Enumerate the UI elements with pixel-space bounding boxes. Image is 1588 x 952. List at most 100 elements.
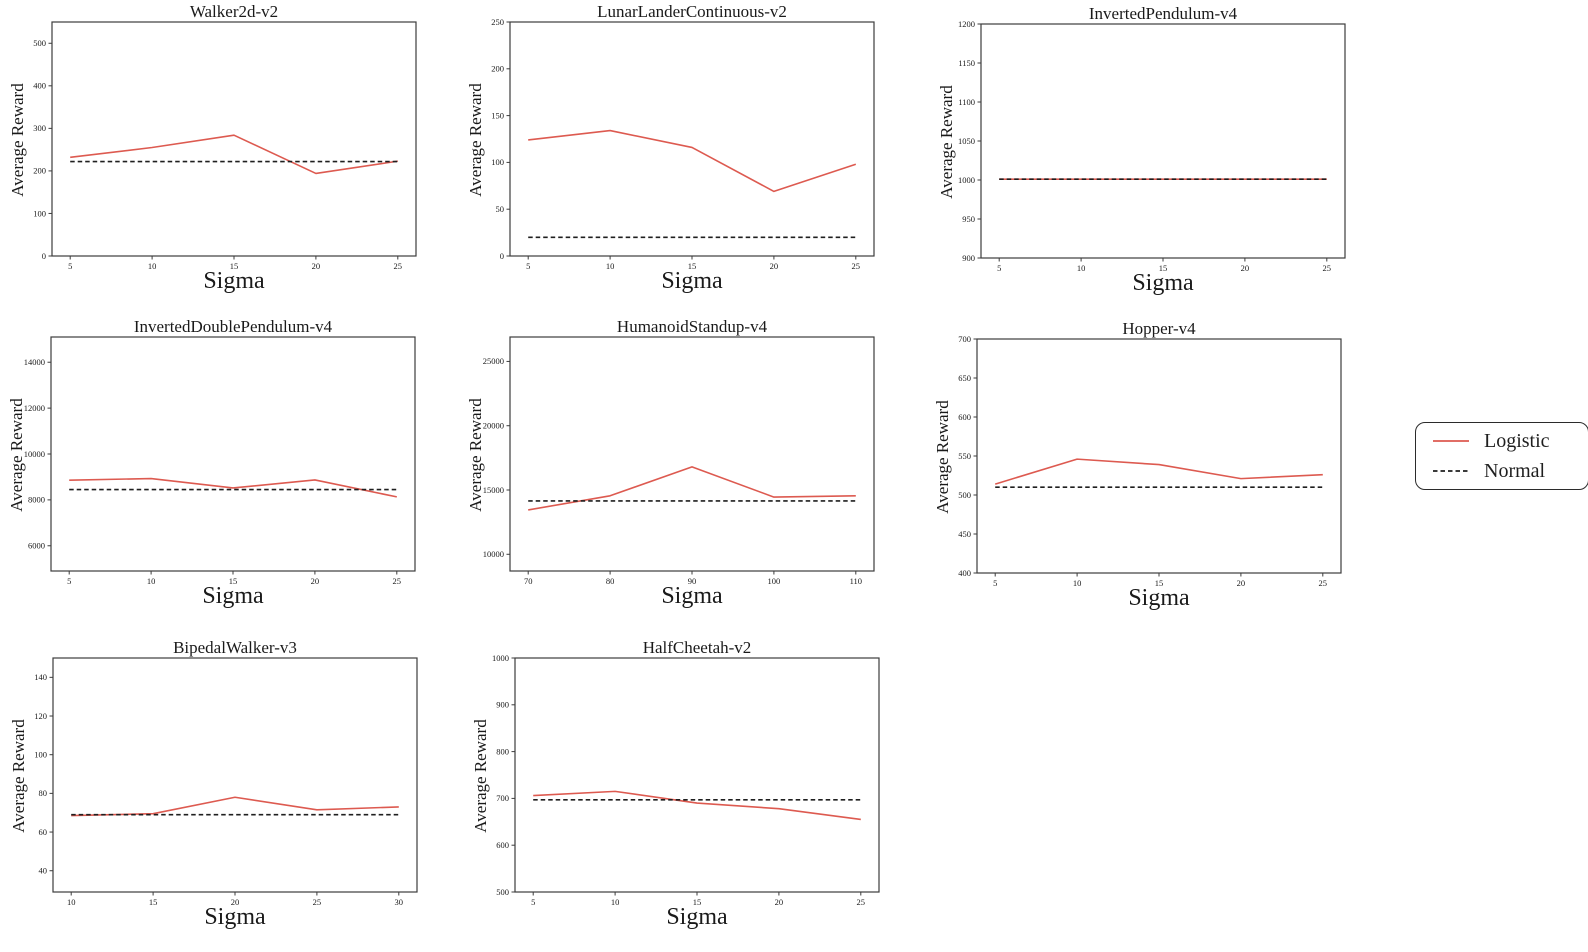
y-tick-label: 800: [496, 746, 509, 756]
chart-halfcheetah-v2: HalfCheetah-v2 Average Reward 5 10 15 20 25 5…: [467, 636, 927, 948]
y-tick-label: 120: [34, 711, 47, 721]
x-tick-label: 25: [857, 897, 866, 907]
plot-area: 5 10 15 20 25 400 450 500 550 600 650 700: [958, 334, 1342, 588]
x-axis-label: Sigma: [1132, 270, 1194, 296]
x-tick-label: 10: [1077, 263, 1086, 273]
chart-walker2d-v2: Walker2d-v2 Average Reward 5 10 15 20 25 0 100…: [4, 0, 464, 312]
normal-line-swatch: [1433, 470, 1469, 472]
logistic-line: [70, 134, 398, 175]
x-tick-label: 10: [67, 897, 76, 907]
y-tick-label: 450: [958, 529, 971, 539]
y-tick-label: 600: [958, 412, 971, 422]
x-tick-label: 10: [611, 897, 620, 907]
legend-item-logistic: Logistic: [1432, 430, 1588, 453]
y-tick-label: 650: [958, 373, 971, 383]
plot-area: 5 10 15 20 25 0 100 200 300 400 500: [33, 21, 417, 271]
axes-frame: [509, 336, 875, 572]
y-tick-label: 12000: [24, 403, 45, 413]
x-axis-label: Sigma: [661, 583, 723, 609]
x-axis-label: Sigma: [661, 268, 723, 294]
legend: Logistic Normal: [1415, 422, 1588, 490]
y-tick-label: 1150: [958, 58, 975, 68]
y-tick-label: 100: [34, 749, 47, 759]
x-tick-label: 15: [230, 261, 239, 271]
logistic-line: [528, 466, 856, 511]
chart-title: HumanoidStandup-v4: [616, 317, 768, 336]
legend-label: Normal: [1484, 459, 1546, 482]
y-tick-label: 40: [39, 866, 48, 876]
y-tick-label: 25000: [483, 356, 504, 366]
y-tick-label: 1100: [958, 97, 975, 107]
y-tick-label: 550: [958, 451, 971, 461]
y-tick-label: 10000: [24, 449, 45, 459]
x-tick-label: 20: [312, 261, 321, 271]
axes-frame: [976, 338, 1342, 574]
x-tick-label: 10: [1073, 578, 1082, 588]
x-tick-label: 100: [768, 576, 781, 586]
y-tick-label: 100: [491, 157, 504, 167]
x-tick-label: 20: [311, 576, 320, 586]
plot-area: 70 80 90 100 110 10000 15000 20000 25000: [483, 336, 875, 586]
axes-frame: [514, 657, 880, 893]
y-tick-label: 900: [496, 700, 509, 710]
y-tick-label: 6000: [28, 541, 45, 551]
axes-frame: [50, 336, 416, 572]
chart-title: LunarLanderContinuous-v2: [597, 2, 787, 21]
axes-frame: [980, 23, 1346, 259]
chart-humanoidstandup-v4: HumanoidStandup-v4 Average Reward 70 80 90…: [462, 315, 922, 627]
x-tick-label: 25: [393, 576, 402, 586]
x-tick-label: 15: [1159, 263, 1168, 273]
y-tick-label: 400: [958, 568, 971, 578]
x-tick-label: 15: [229, 576, 238, 586]
chart-title: HalfCheetah-v2: [642, 638, 752, 657]
y-tick-label: 400: [33, 81, 46, 91]
x-tick-label: 20: [231, 897, 240, 907]
x-tick-label: 5: [997, 263, 1001, 273]
x-tick-label: 25: [313, 897, 322, 907]
x-tick-label: 25: [1323, 263, 1332, 273]
x-axis-label: Sigma: [202, 583, 264, 609]
logistic-line: [528, 129, 857, 193]
x-tick-label: 110: [850, 576, 862, 586]
x-tick-label: 25: [1319, 578, 1328, 588]
x-tick-label: 25: [394, 261, 403, 271]
y-tick-label: 700: [496, 793, 509, 803]
x-tick-label: 15: [693, 897, 702, 907]
y-tick-label: 100: [33, 208, 46, 218]
x-tick-label: 90: [688, 576, 697, 586]
y-tick-label: 10000: [483, 549, 504, 559]
y-tick-label: 1200: [958, 19, 975, 29]
plot-area: 10 15 20 25 30 40 60 80 100 120 140: [34, 657, 418, 907]
y-tick-label: 150: [491, 110, 504, 120]
y-tick-label: 500: [496, 887, 509, 897]
x-axis-label: Sigma: [203, 268, 265, 294]
x-tick-label: 10: [148, 261, 157, 271]
y-tick-label: 80: [39, 788, 48, 798]
x-tick-label: 10: [606, 261, 615, 271]
y-tick-label: 8000: [28, 495, 45, 505]
logistic-line: [69, 477, 397, 498]
plot-area: 5 10 15 20 25 900 950 1000 1050 1100 1150 1200: [958, 19, 1346, 273]
x-tick-label: 15: [149, 897, 158, 907]
chart-title: Walker2d-v2: [189, 2, 279, 21]
chart-bipedalwalker-v3: BipedalWalker-v3 Average Reward 10 15 20 25…: [5, 636, 465, 948]
x-tick-label: 10: [147, 576, 156, 586]
y-tick-label: 15000: [483, 485, 504, 495]
x-tick-label: 15: [688, 261, 697, 271]
logistic-line: [71, 796, 399, 817]
chart-invertedpendulum-v4: InvertedPendulum-v4 Average Reward 5 10 15…: [933, 2, 1393, 314]
x-tick-label: 30: [395, 897, 404, 907]
y-tick-label: 50: [496, 204, 505, 214]
y-tick-label: 950: [962, 214, 975, 224]
y-tick-label: 1050: [958, 136, 975, 146]
x-tick-label: 5: [526, 261, 530, 271]
x-tick-label: 70: [524, 576, 533, 586]
logistic-line: [994, 458, 1323, 485]
x-tick-label: 20: [775, 897, 784, 907]
chart-lunarlandercontinuous-v2: LunarLanderContinuous-v2 Average Reward …: [462, 0, 922, 312]
y-tick-label: 0: [500, 251, 504, 261]
y-tick-label: 20000: [483, 421, 504, 431]
axes-frame: [509, 21, 875, 257]
